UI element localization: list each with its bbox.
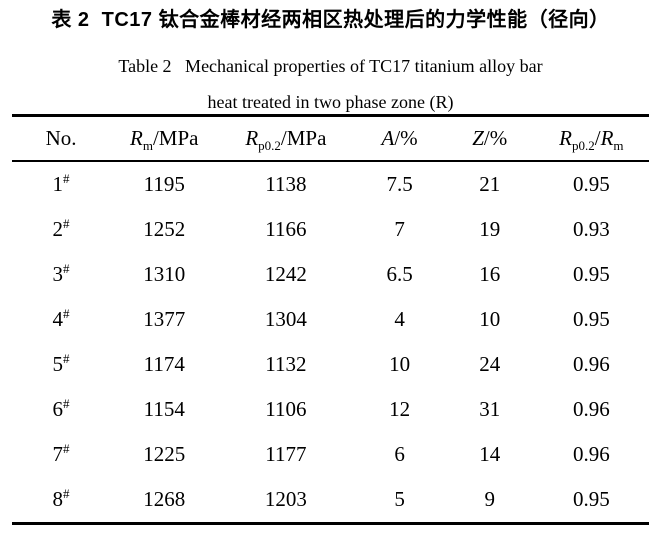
cell-a: 7: [394, 217, 405, 241]
table-row-3: 3# 1310 1242 6.5 16 0.95: [12, 252, 649, 297]
cell-rm: 1268: [143, 487, 186, 511]
sample-number-mark: #: [63, 486, 70, 501]
cell-rp02: 1242: [264, 262, 307, 286]
cell-z: 10: [479, 307, 501, 331]
column-header-4: Z/%: [445, 115, 534, 162]
cell-z: 14: [479, 442, 501, 466]
cell-rm: 1252: [143, 217, 186, 241]
cell-ratio: 0.95: [572, 172, 610, 196]
column-header-2: Rp0.2/MPa: [218, 115, 354, 162]
cell-z: 9: [484, 487, 495, 511]
table-row-8: 8# 1268 1203 5 9 0.95: [12, 477, 649, 524]
table-row-5: 5# 1174 1132 10 24 0.96: [12, 342, 649, 387]
cell-a: 6: [394, 442, 405, 466]
table-caption-chinese: 表 2 TC17 钛合金棒材经两相区热处理后的力学性能（径向）: [51, 9, 610, 31]
cell-rm: 1195: [143, 172, 185, 196]
cell-ratio: 0.95: [572, 307, 610, 331]
cell-rp02: 1106: [265, 397, 307, 421]
column-header-3: A/%: [353, 115, 446, 162]
column-header-1: Rm/MPa: [110, 115, 219, 162]
cell-rm: 1154: [143, 397, 185, 421]
cell-sample-no: 6#: [52, 396, 70, 421]
cell-a: 6.5: [386, 262, 413, 286]
cell-a: 5: [394, 487, 405, 511]
sample-number-mark: #: [63, 216, 70, 231]
cell-ratio: 0.96: [572, 352, 610, 376]
cell-rp02: 1304: [264, 307, 307, 331]
cell-sample-no: 4#: [52, 306, 70, 331]
column-header-5: Rp0.2/Rm: [533, 115, 649, 162]
cell-z: 19: [479, 217, 501, 241]
cell-ratio: 0.96: [572, 397, 610, 421]
cell-a: 10: [389, 352, 411, 376]
mechanical-properties-table: No. Rm/MPa Rp0.2/MPa A/% Z/% Rp0.2/Rm 1# 1195 1…: [12, 114, 649, 525]
cell-ratio: 0.95: [572, 487, 610, 511]
cell-rp02: 1177: [265, 442, 307, 466]
cell-sample-no: 1#: [52, 171, 70, 196]
cell-sample-no: 2#: [52, 216, 70, 241]
cell-rp02: 1203: [264, 487, 307, 511]
sample-number-mark: #: [63, 441, 70, 456]
cell-rm: 1377: [143, 307, 186, 331]
cell-z: 24: [479, 352, 501, 376]
cell-sample-no: 8#: [52, 486, 70, 511]
cell-ratio: 0.93: [572, 217, 610, 241]
cell-ratio: 0.95: [572, 262, 610, 286]
cell-rp02: 1132: [265, 352, 307, 376]
cell-ratio: 0.96: [572, 442, 610, 466]
table-caption-english-line2: heat treated in two phase zone (R): [207, 92, 454, 112]
cell-z: 16: [479, 262, 501, 286]
cell-rp02: 1138: [265, 172, 307, 196]
table-row-4: 4# 1377 1304 4 10 0.95: [12, 297, 649, 342]
sample-number-mark: #: [63, 351, 70, 366]
table-row-6: 6# 1154 1106 12 31 0.96: [12, 387, 649, 432]
cell-rm: 1174: [143, 352, 185, 376]
cell-rp02: 1166: [265, 217, 307, 241]
cell-z: 21: [479, 172, 501, 196]
cell-a: 12: [389, 397, 411, 421]
table-row-2: 2# 1252 1166 7 19 0.93: [12, 207, 649, 252]
table-body: 1# 1195 1138 7.5 21 0.95 2# 1252 1166 7 19 0.93 3# 13…: [12, 161, 649, 524]
cell-sample-no: 3#: [52, 261, 70, 286]
cell-a: 4: [394, 307, 405, 331]
cell-a: 7.5: [386, 172, 413, 196]
cell-rm: 1310: [143, 262, 186, 286]
table-caption-english-line1: Table 2 Mechanical properties of TC17 ti…: [118, 56, 543, 76]
table-row-1: 1# 1195 1138 7.5 21 0.95: [12, 161, 649, 207]
sample-number-mark: #: [63, 171, 70, 186]
cell-rm: 1225: [143, 442, 186, 466]
sample-number-mark: #: [63, 396, 70, 411]
cell-sample-no: 7#: [52, 441, 70, 466]
table-row-7: 7# 1225 1177 6 14 0.96: [12, 432, 649, 477]
cell-sample-no: 5#: [52, 351, 70, 376]
column-header-0: No.: [12, 115, 111, 162]
cell-z: 31: [479, 397, 501, 421]
header-row: No. Rm/MPa Rp0.2/MPa A/% Z/% Rp0.2/Rm: [12, 115, 649, 162]
sample-number-mark: #: [63, 306, 70, 321]
sample-number-mark: #: [63, 261, 70, 276]
